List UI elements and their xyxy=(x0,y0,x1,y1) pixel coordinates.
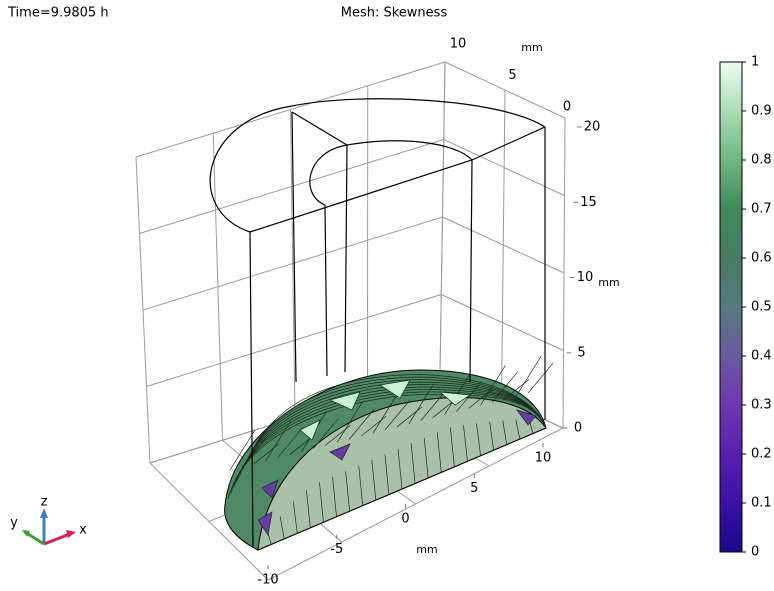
time-annotation: Time=9.9805 h xyxy=(7,6,109,21)
colorbar-ticks: 0 0.1 0.2 0.3 0.4 0.5 0.6 0.7 0.8 0.9 1 xyxy=(742,55,772,560)
x-tick-label: -5 xyxy=(330,542,343,557)
chart: Time=9.9805 h Mesh: Skewness -10-50510mm… xyxy=(0,0,774,591)
colorbar-tick-label: 0.9 xyxy=(751,104,772,119)
colorbar-tick-label: 0.8 xyxy=(751,153,772,168)
colorbar-tick-label: 0.2 xyxy=(751,447,772,462)
colorbar-tick-label: 0.6 xyxy=(751,251,772,266)
y-tick-label: 10 xyxy=(450,37,467,52)
z-tick-label: 20 xyxy=(584,120,601,135)
colorbar-tick-label: 1 xyxy=(751,55,759,70)
colorbar-tick-label: 0.3 xyxy=(751,398,772,413)
x-tick-label: 10 xyxy=(535,451,552,466)
mesh-body xyxy=(225,356,553,550)
axis-triad: z x y xyxy=(10,495,87,545)
z-tick-label: 5 xyxy=(577,345,585,360)
x-tick-label: 5 xyxy=(470,481,478,496)
colorbar-tick-label: 0.4 xyxy=(751,349,772,364)
z-axis-label: mm xyxy=(598,276,619,289)
triad-x: x xyxy=(79,523,87,538)
z-tick-label: 0 xyxy=(574,421,582,436)
z-tick-label: 10 xyxy=(577,270,594,285)
x-tick-label: 0 xyxy=(401,512,409,527)
colorbar-tick-label: 0.5 xyxy=(751,300,772,315)
colorbar-tick-label: 0.1 xyxy=(751,496,772,511)
z-tick-label: 15 xyxy=(580,195,597,210)
colorbar-tick-label: 0 xyxy=(751,545,759,560)
y-tick-label: 5 xyxy=(508,68,516,83)
x-axis-label: mm xyxy=(416,543,437,556)
triad-y: y xyxy=(10,516,18,531)
x-tick-label: -10 xyxy=(257,573,278,588)
y-axis-label: mm xyxy=(521,41,542,54)
chart-title: Mesh: Skewness xyxy=(341,6,448,21)
triad-z: z xyxy=(41,495,48,510)
colorbar xyxy=(720,62,742,552)
colorbar-tick-label: 0.7 xyxy=(751,202,772,217)
y-tick-label: 0 xyxy=(563,100,571,115)
